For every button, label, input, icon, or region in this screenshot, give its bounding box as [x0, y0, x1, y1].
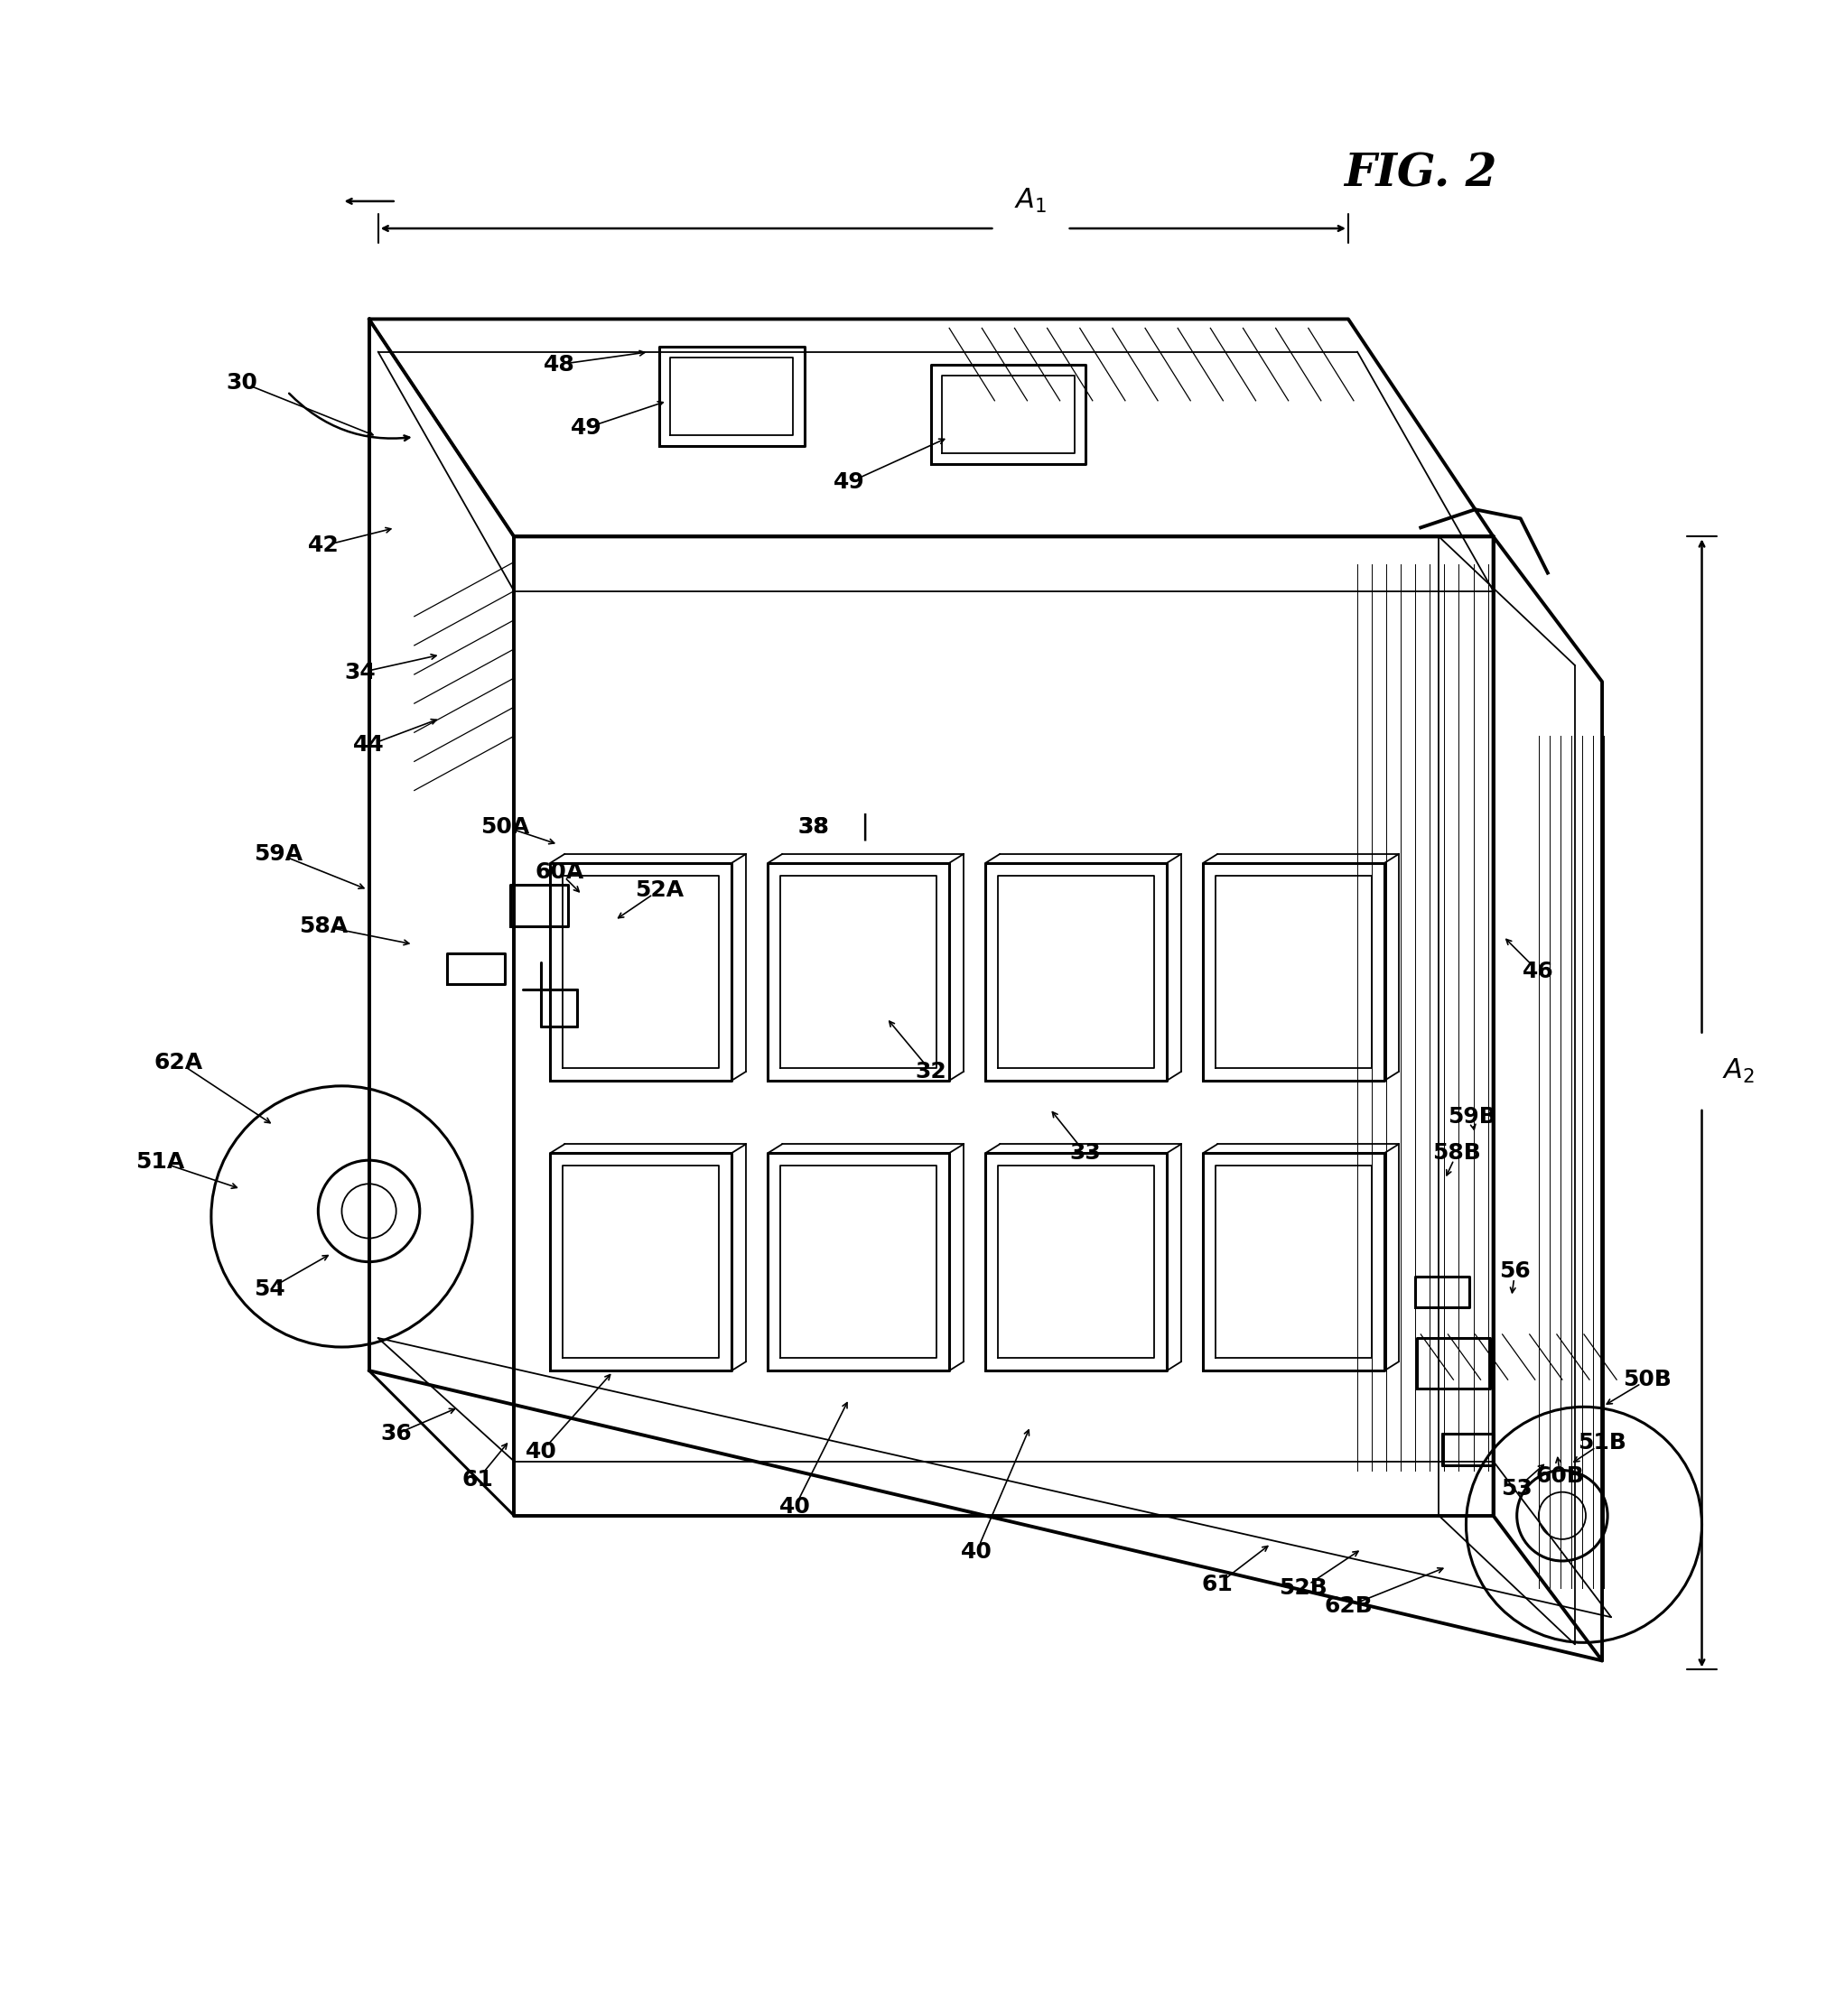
- Text: 59A: 59A: [254, 843, 303, 865]
- Text: 59B: 59B: [1448, 1107, 1495, 1127]
- Text: 42: 42: [309, 534, 340, 556]
- Text: 62B: 62B: [1324, 1595, 1373, 1617]
- Text: |: |: [860, 812, 869, 841]
- Text: 40: 40: [780, 1496, 811, 1518]
- Text: 58A: 58A: [299, 915, 349, 937]
- Text: 60A: 60A: [535, 861, 584, 883]
- Text: 60B: 60B: [1536, 1466, 1585, 1486]
- Text: 50A: 50A: [480, 816, 530, 837]
- Text: 32: 32: [915, 1060, 948, 1083]
- Text: 50B: 50B: [1623, 1369, 1673, 1391]
- Text: 34: 34: [345, 661, 376, 683]
- Text: 40: 40: [526, 1441, 557, 1464]
- Text: $A_2$: $A_2$: [1722, 1058, 1755, 1085]
- Text: 38: 38: [798, 816, 829, 837]
- Text: 58B: 58B: [1433, 1143, 1481, 1163]
- Text: 49: 49: [834, 472, 866, 494]
- Text: 46: 46: [1523, 962, 1554, 982]
- Text: 38: 38: [798, 816, 829, 837]
- Text: 44: 44: [352, 734, 385, 756]
- Text: 30: 30: [226, 371, 257, 393]
- Text: 52B: 52B: [1278, 1577, 1328, 1599]
- Text: 36: 36: [380, 1423, 413, 1445]
- Text: 40: 40: [960, 1540, 992, 1562]
- Text: 51A: 51A: [135, 1151, 184, 1173]
- Text: 33: 33: [1070, 1143, 1101, 1163]
- Text: 61: 61: [462, 1468, 493, 1490]
- Text: 49: 49: [572, 417, 603, 439]
- Text: FIG. 2: FIG. 2: [1344, 151, 1497, 196]
- Text: 48: 48: [544, 353, 575, 375]
- Text: 51B: 51B: [1578, 1431, 1627, 1454]
- Text: 54: 54: [254, 1278, 285, 1300]
- Text: $A_1$: $A_1$: [1015, 187, 1046, 216]
- Text: 53: 53: [1501, 1478, 1532, 1500]
- Text: 61: 61: [1202, 1574, 1233, 1595]
- Text: 56: 56: [1499, 1260, 1530, 1282]
- Text: 62A: 62A: [153, 1052, 203, 1073]
- Text: 52A: 52A: [635, 879, 683, 901]
